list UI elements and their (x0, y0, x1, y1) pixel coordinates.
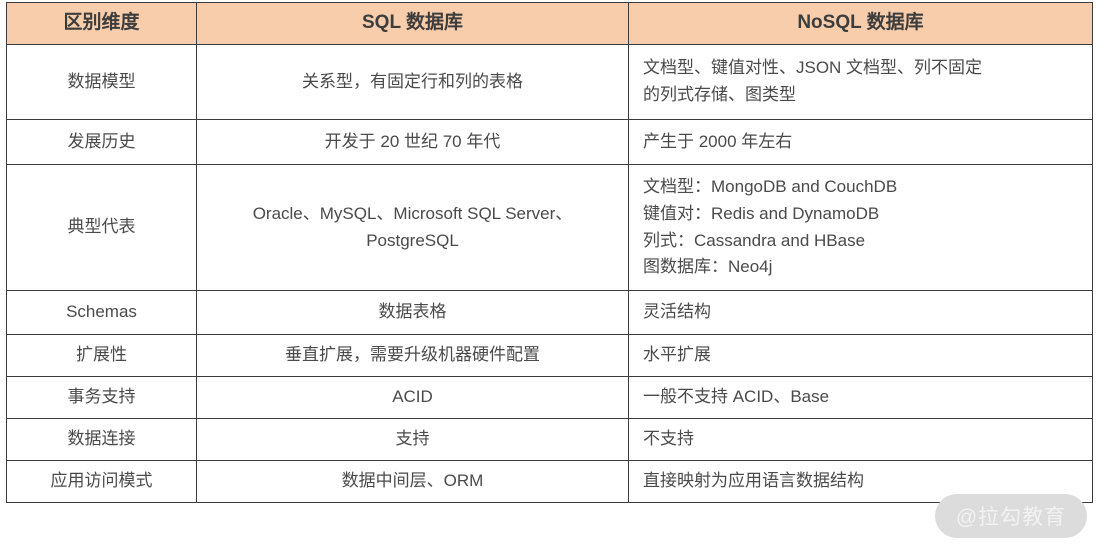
cell-nosql-line: 的列式存储、图类型 (643, 85, 796, 104)
cell-sql: 数据中间层、ORM (196, 460, 629, 503)
cell-sql: Oracle、MySQL、Microsoft SQL Server、Postgr… (196, 164, 629, 291)
cell-nosql-line: 产生于 2000 年左右 (643, 131, 793, 151)
cell-sql: 开发于 20 世纪 70 年代 (196, 119, 629, 165)
cell-dimension: 应用访问模式 (6, 460, 197, 503)
cell-nosql: 文档型、键值对性、JSON 文档型、列不固定 的列式存储、图类型 (628, 44, 1093, 120)
table-row: 典型代表 Oracle、MySQL、Microsoft SQL Server、P… (6, 164, 1093, 291)
cell-dimension: 发展历史 (6, 119, 197, 165)
cell-dimension: 数据连接 (6, 418, 197, 461)
cell-nosql: 灵活结构 (628, 290, 1093, 335)
cell-nosql-line: 图数据库：Neo4j (643, 257, 773, 277)
cell-sql: 支持 (196, 418, 629, 461)
cell-nosql-line: 不支持 (643, 429, 694, 449)
column-header-dimension: 区别维度 (6, 2, 197, 45)
cell-sql: ACID (196, 376, 629, 419)
table-row: 扩展性 垂直扩展，需要升级机器硬件配置 水平扩展 (6, 334, 1093, 377)
column-header-sql: SQL 数据库 (196, 2, 629, 45)
cell-dimension: 数据模型 (6, 44, 197, 120)
table-header: 区别维度 SQL 数据库 NoSQL 数据库 (6, 2, 1093, 45)
cell-sql: 关系型，有固定行和列的表格 (196, 44, 629, 120)
table-row: Schemas 数据表格 灵活结构 (6, 290, 1093, 335)
table-row: 应用访问模式 数据中间层、ORM 直接映射为应用语言数据结构 (6, 460, 1093, 503)
comparison-table-container: 区别维度 SQL 数据库 NoSQL 数据库 数据模型 关系型，有固定行和列的表… (6, 2, 1093, 503)
table-row: 事务支持 ACID 一般不支持 ACID、Base (6, 376, 1093, 419)
sql-vs-nosql-table: 区别维度 SQL 数据库 NoSQL 数据库 数据模型 关系型，有固定行和列的表… (6, 2, 1093, 503)
cell-nosql: 文档型：MongoDB and CouchDB 键值对：Redis and Dy… (628, 164, 1093, 291)
cell-dimension: 典型代表 (6, 164, 197, 291)
column-header-nosql: NoSQL 数据库 (628, 2, 1093, 45)
cell-nosql-line: 水平扩展 (643, 345, 711, 365)
cell-nosql-line: 一般不支持 ACID、Base (643, 387, 830, 407)
table-header-row: 区别维度 SQL 数据库 NoSQL 数据库 (6, 2, 1093, 45)
cell-nosql-line: 列式：Cassandra and HBase (643, 230, 866, 250)
cell-nosql: 产生于 2000 年左右 (628, 119, 1093, 165)
table-body: 数据模型 关系型，有固定行和列的表格 文档型、键值对性、JSON 文档型、列不固… (6, 44, 1093, 503)
cell-dimension: 扩展性 (6, 334, 197, 377)
table-row: 发展历史 开发于 20 世纪 70 年代 产生于 2000 年左右 (6, 119, 1093, 165)
cell-nosql: 不支持 (628, 418, 1093, 461)
watermark: @拉勾教育 (935, 494, 1087, 538)
table-row: 数据模型 关系型，有固定行和列的表格 文档型、键值对性、JSON 文档型、列不固… (6, 44, 1093, 120)
cell-nosql: 一般不支持 ACID、Base (628, 376, 1093, 419)
cell-dimension: Schemas (6, 290, 197, 335)
watermark-label: @拉勾教育 (955, 506, 1067, 529)
cell-sql: 垂直扩展，需要升级机器硬件配置 (196, 334, 629, 377)
cell-nosql: 水平扩展 (628, 334, 1093, 377)
cell-nosql-line: 键值对：Redis and DynamoDB (643, 203, 880, 223)
table-row: 数据连接 支持 不支持 (6, 418, 1093, 461)
cell-dimension: 事务支持 (6, 376, 197, 419)
cell-nosql-line: 直接映射为应用语言数据结构 (643, 471, 864, 491)
cell-sql: 数据表格 (196, 290, 629, 335)
cell-nosql-line: 文档型：MongoDB and CouchDB (643, 176, 898, 196)
cell-nosql-line: 灵活结构 (643, 302, 711, 322)
cell-nosql-line: 文档型、键值对性、JSON 文档型、列不固定 (643, 58, 983, 78)
